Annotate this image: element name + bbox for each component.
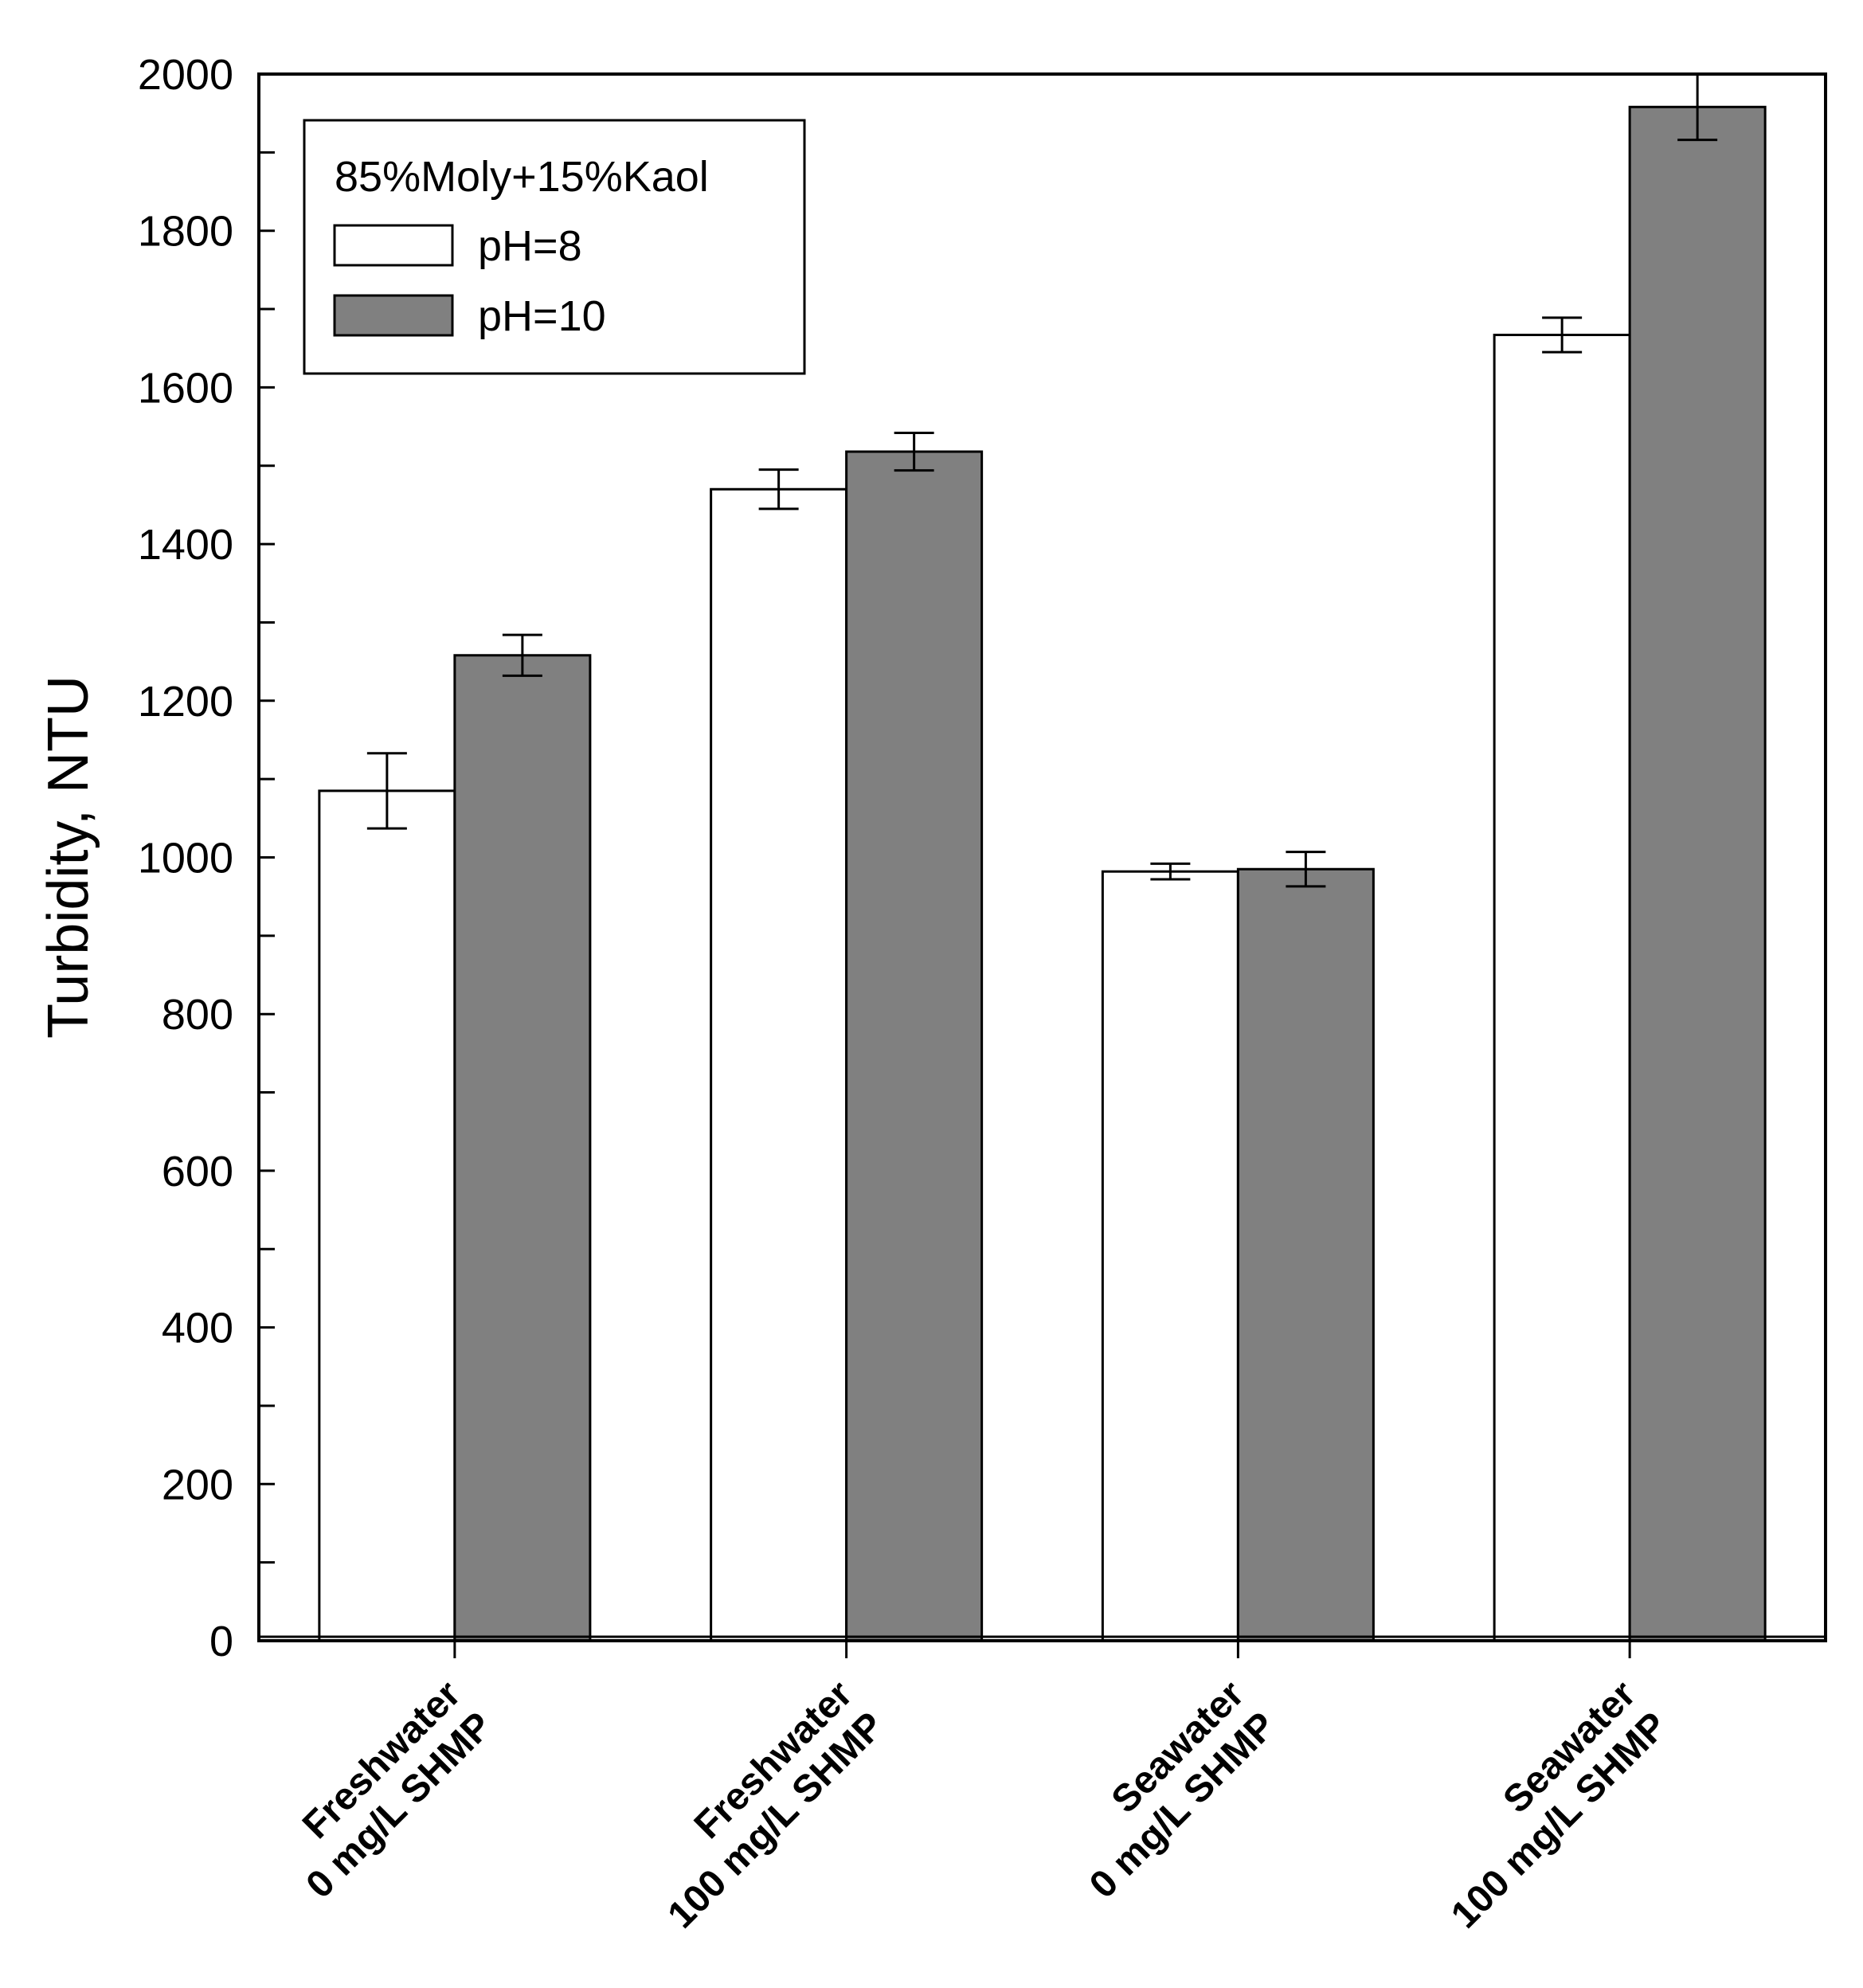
bar-ph8-cat1 (710, 487, 848, 1642)
error-bar-ph8-cat1 (758, 468, 799, 511)
bar-ph8-cat2 (1101, 870, 1239, 1642)
bar-ph10-cat2 (1236, 867, 1375, 1642)
error-bar-ph10-cat1 (894, 431, 934, 472)
bar-ph8-cat3 (1493, 334, 1631, 1642)
y-tick-label: 1800 (138, 208, 233, 256)
bar-ph8-cat0 (318, 789, 456, 1642)
y-tick-label: 1600 (138, 364, 233, 412)
bar-ph10-cat0 (453, 654, 592, 1642)
error-bar-ph10-cat2 (1286, 851, 1326, 888)
legend-swatch-ph10 (333, 294, 454, 337)
legend-title: 85%Moly+15%Kaol (335, 153, 709, 201)
y-tick-label: 1200 (138, 678, 233, 726)
y-tick-label: 0 (209, 1618, 233, 1665)
y-tick-label: 800 (162, 991, 233, 1039)
bars-layer (318, 105, 1767, 1642)
y-axis-title: Turbidity, NTU (37, 675, 100, 1039)
bar-ph10-cat1 (845, 450, 984, 1642)
error-bar-ph8-cat2 (1150, 862, 1191, 881)
y-tick-label: 600 (162, 1148, 233, 1196)
y-tick-label: 200 (162, 1461, 233, 1509)
y-tick-label: 2000 (138, 51, 233, 99)
bar-ph10-cat3 (1628, 105, 1767, 1642)
y-tick-label: 400 (162, 1305, 233, 1352)
legend: 85%Moly+15%Kaol pH=8 pH=10 (303, 119, 806, 375)
error-bar-ph8-cat3 (1542, 316, 1583, 354)
y-tick-label: 1000 (138, 835, 233, 882)
legend-label-ph10: pH=10 (478, 292, 606, 340)
error-bar-ph10-cat0 (502, 633, 542, 677)
error-bar-ph8-cat0 (366, 752, 407, 830)
legend-swatch-ph8 (333, 224, 454, 267)
legend-label-ph8: pH=8 (478, 222, 582, 270)
y-tick-label: 1400 (138, 521, 233, 569)
